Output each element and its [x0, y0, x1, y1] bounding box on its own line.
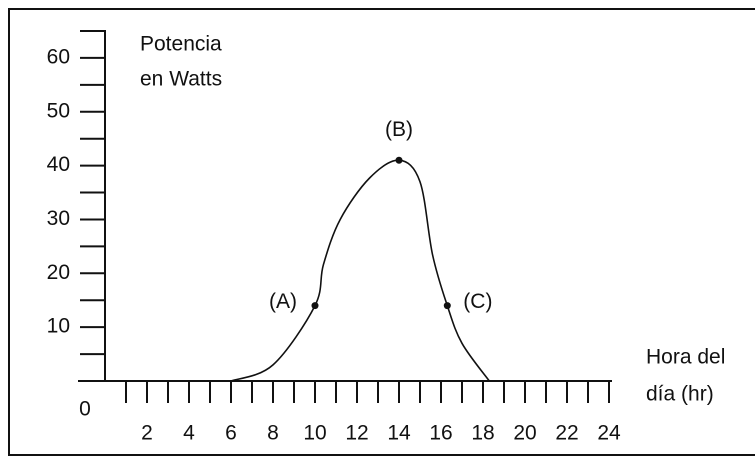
y-tick-label: 10 [47, 315, 70, 338]
frame [8, 8, 755, 456]
x-tick-label: 2 [141, 422, 153, 445]
y-axis-label: Potencia [140, 33, 222, 56]
x-tick-label: 16 [429, 422, 452, 445]
point-label: (B) [385, 118, 413, 141]
y-tick-label: 20 [47, 261, 70, 284]
x-tick-label: 10 [303, 422, 326, 445]
y-tick-label: 40 [47, 153, 70, 176]
x-tick-label: 22 [555, 422, 578, 445]
x-axis-label: Hora del [646, 346, 725, 369]
curve [230, 159, 490, 382]
x-tick-label: 6 [225, 422, 237, 445]
y-tick-label: 50 [47, 99, 70, 122]
x-tick-label: 0 [79, 398, 91, 421]
point [443, 302, 451, 310]
y-tick-label: 30 [47, 207, 70, 230]
point-label: (A) [269, 290, 297, 313]
x-tick-label: 12 [345, 422, 368, 445]
x-tick-label: 20 [513, 422, 536, 445]
point-label: (C) [463, 290, 492, 313]
x-tick-label: 24 [597, 422, 621, 445]
point [395, 156, 403, 164]
y-axis-label: en Watts [140, 68, 222, 91]
y-tick-label: 60 [47, 45, 70, 68]
x-tick-label: 18 [471, 422, 494, 445]
x-tick-label: 4 [183, 422, 195, 445]
point [311, 302, 319, 310]
x-axis-label: día (hr) [646, 383, 714, 406]
x-tick-label: 14 [387, 422, 411, 445]
x-tick-label: 8 [267, 422, 279, 445]
